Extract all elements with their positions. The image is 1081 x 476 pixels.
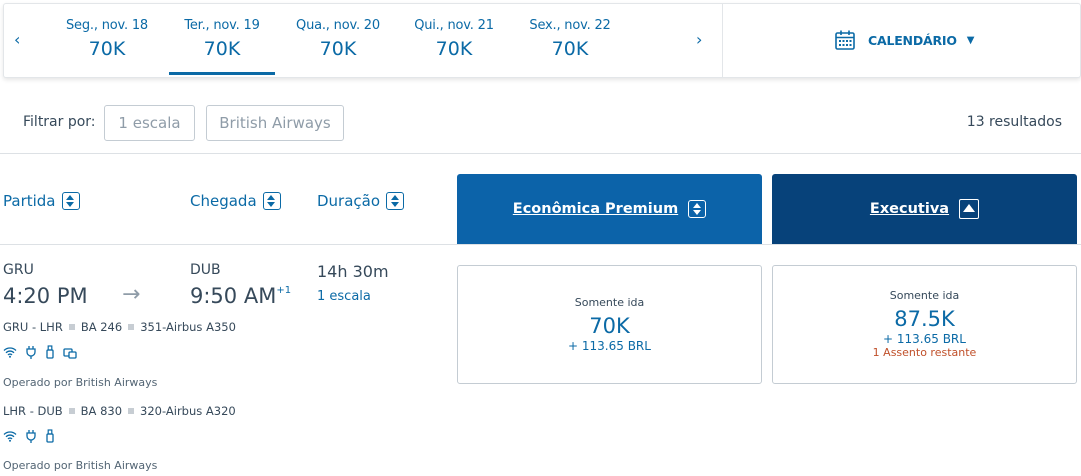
sort-icon [262, 192, 281, 210]
date-tab-label: Qua., nov. 20 [296, 18, 380, 33]
sort-departure-button[interactable]: Partida [3, 192, 80, 210]
date-tab-nov-20[interactable]: Qua., nov. 20 70K [285, 18, 391, 62]
stops-link[interactable]: 1 escala [317, 289, 371, 304]
fare-points: 70K [589, 314, 630, 338]
date-tab-price: 70K [88, 38, 126, 60]
fare-type: Somente ida [889, 289, 960, 302]
segment-aircraft: 320-Airbus A320 [140, 404, 236, 418]
origin-code: GRU [3, 262, 34, 278]
divider [0, 244, 1081, 245]
fare-taxes: + 113.65 BRL [883, 332, 966, 346]
segment-aircraft: 351-Airbus A350 [140, 320, 236, 334]
filter-label: Filtrar por: [23, 114, 96, 130]
date-tab-label: Ter., nov. 19 [184, 18, 260, 33]
sort-icon [386, 192, 405, 210]
results-count: 13 resultados [966, 114, 1062, 130]
calendar-icon [835, 30, 855, 50]
fare-type: Somente ida [574, 296, 645, 309]
calendar-button[interactable]: CALENDÁRIO ▼ [834, 29, 974, 51]
day-offset: +1 [276, 285, 292, 296]
segment-flight-number: BA 830 [80, 404, 123, 418]
segment-flight-number: BA 246 [80, 320, 123, 334]
date-tab-label: Qui., nov. 21 [414, 18, 494, 33]
caret-down-icon: ▼ [966, 34, 975, 46]
prev-date-button[interactable]: ‹ [14, 30, 21, 49]
usb-icon [46, 429, 54, 443]
sort-ascending-icon [959, 199, 980, 219]
operated-by: Operado por British Airways [3, 376, 158, 389]
sort-icon [688, 200, 707, 218]
arrive-time-wrap: 9:50 AM+1 [190, 284, 291, 308]
depart-time: 4:20 PM [3, 284, 88, 308]
date-tab-nov-18[interactable]: Seg., nov. 18 70K [54, 18, 160, 62]
usb-icon [46, 345, 54, 359]
seats-remaining: 1 Assento restante [872, 346, 977, 359]
power-plug-icon [26, 346, 36, 359]
date-tab-nov-22[interactable]: Sex., nov. 22 70K [517, 18, 623, 62]
filter-chip-airline[interactable]: British Airways [206, 105, 344, 141]
destination-code: DUB [190, 262, 221, 278]
separator [68, 324, 75, 330]
divider [722, 4, 723, 77]
sort-duration-label: Duração [317, 192, 381, 210]
date-carousel: ‹ Seg., nov. 18 70K Ter., nov. 19 70K Qu… [3, 3, 1081, 78]
fare-taxes: + 113.65 BRL [568, 339, 651, 353]
segment-info: GRU - LHR BA 246 351-Airbus A350 [3, 320, 236, 334]
entertainment-icon [63, 347, 77, 359]
sort-duration-button[interactable]: Duração [317, 192, 405, 210]
filter-chip-stops[interactable]: 1 escala [104, 105, 195, 141]
fare-points: 87.5K [894, 307, 955, 331]
separator [68, 408, 75, 414]
sort-arrival-label: Chegada [190, 192, 257, 210]
date-tab-price: 70K [551, 38, 589, 60]
arrive-time: 9:50 AM [190, 284, 277, 308]
segment-info: LHR - DUB BA 830 320-Airbus A320 [3, 404, 236, 418]
sort-icon [61, 192, 80, 210]
divider [0, 153, 1081, 154]
amenities [3, 429, 55, 443]
fare-premium-economy-button[interactable]: Somente ida 70K + 113.65 BRL [457, 265, 762, 384]
flight-duration: 14h 30m [317, 262, 389, 281]
calendar-label: CALENDÁRIO [868, 32, 957, 48]
power-plug-icon [26, 430, 36, 443]
date-tab-label: Seg., nov. 18 [66, 18, 148, 33]
next-date-button[interactable]: › [696, 30, 703, 49]
sort-departure-label: Partida [3, 192, 56, 210]
date-tab-price: 70K [203, 38, 241, 60]
segment-route: GRU - LHR [3, 320, 63, 334]
separator [128, 324, 135, 330]
fare-executive-button[interactable]: Somente ida 87.5K + 113.65 BRL 1 Assento… [772, 265, 1077, 384]
date-tab-nov-21[interactable]: Qui., nov. 21 70K [401, 18, 507, 62]
cabin-premium-label: Econômica Premium [512, 201, 679, 217]
segment-route: LHR - DUB [3, 404, 63, 418]
sort-arrival-button[interactable]: Chegada [190, 192, 281, 210]
wifi-icon [3, 431, 17, 442]
amenities [3, 345, 77, 359]
date-tab-label: Sex., nov. 22 [529, 18, 611, 33]
cabin-executive-header[interactable]: Executiva [772, 174, 1077, 244]
cabin-premium-economy-header[interactable]: Econômica Premium [457, 174, 762, 244]
wifi-icon [3, 347, 17, 358]
separator [128, 408, 135, 414]
arrow-right-icon: → [122, 282, 141, 307]
cabin-executive-label: Executiva [869, 201, 950, 217]
date-tab-nov-19[interactable]: Ter., nov. 19 70K [169, 18, 275, 75]
date-tab-price: 70K [319, 38, 357, 60]
date-tab-price: 70K [435, 38, 473, 60]
operated-by: Operado por British Airways [3, 459, 158, 472]
